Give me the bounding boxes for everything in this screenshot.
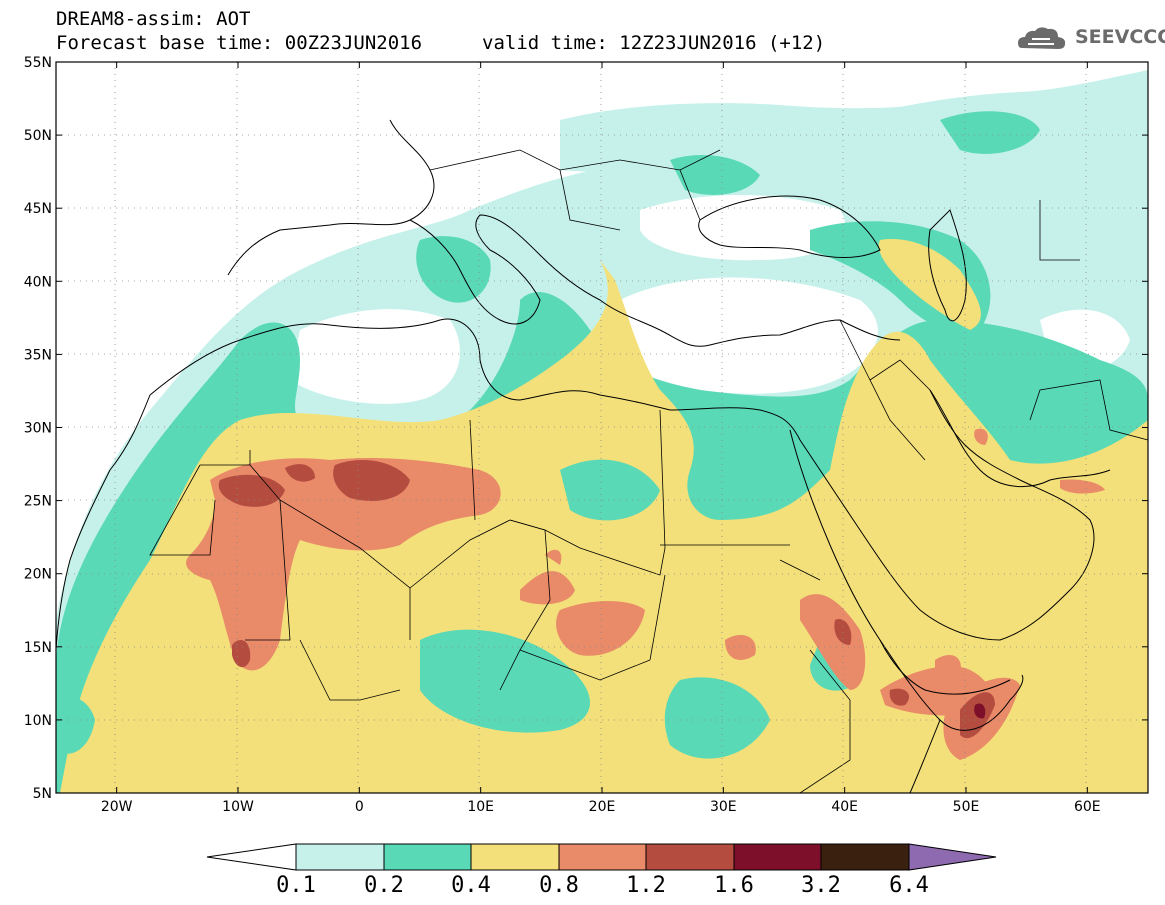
colorbar-label: 0.8	[539, 873, 579, 898]
lon-tick-label: 40E	[831, 799, 858, 815]
colorbar-bin	[558, 843, 647, 871]
aot-field	[56, 62, 1148, 793]
colorbar-bin	[295, 843, 385, 871]
lon-tick-label: 20E	[589, 799, 616, 815]
country-borders	[149, 149, 1148, 793]
lon-tick-label: 30E	[710, 799, 737, 815]
lat-tick-label: 15N	[24, 640, 52, 656]
colorbar-high-arrow	[908, 843, 997, 871]
lat-tick-label: 55N	[24, 55, 52, 71]
lat-tick-label: 35N	[24, 347, 52, 363]
lon-tick-label: 60E	[1074, 799, 1101, 815]
colorbar-label: 0.2	[364, 873, 404, 898]
colorbar-bin	[383, 843, 472, 871]
aot-contour-1.2	[218, 474, 285, 507]
colorbar-bin	[733, 843, 822, 871]
colorbar-label: 3.2	[801, 873, 841, 898]
map-title: DREAM8-assim: AOT	[56, 8, 251, 30]
colorbar-bin	[820, 843, 910, 871]
colorbar-low-arrow	[206, 843, 297, 871]
valid-time: valid time: 12Z23JUN2016 (+12)	[482, 32, 826, 54]
lon-tick-label: 10E	[467, 799, 494, 815]
lat-tick-label: 10N	[24, 713, 52, 729]
aot-contour-0.4	[60, 260, 1148, 793]
lon-tick-label: 20W	[101, 799, 133, 815]
colorbar: 0.1 0.2 0.4 0.8 1.2 1.6 3.2 6.4	[206, 843, 997, 898]
colorbar-label: 0.1	[276, 873, 316, 898]
colorbar-label: 1.6	[714, 873, 754, 898]
lon-tick-label: 10W	[222, 799, 254, 815]
aot-contour-1.6	[974, 703, 986, 719]
lat-tick-label: 30N	[24, 421, 52, 437]
lon-tick-label: 50E	[953, 799, 980, 815]
aot-contour-0.8	[186, 458, 501, 671]
colorbar-label: 6.4	[889, 873, 929, 898]
longitude-axis: 20W 10W 0 10E 20E 30E 40E 50E 60E	[101, 62, 1101, 815]
lat-tick-label: 5N	[33, 786, 52, 802]
logo-text: SEEVCCC	[1075, 26, 1165, 48]
lat-tick-label: 50N	[24, 128, 52, 144]
lat-tick-label: 45N	[24, 201, 52, 217]
coastlines	[56, 119, 1111, 793]
forecast-base-time: Forecast base time: 00Z23JUN2016	[56, 32, 423, 54]
gridlines	[56, 62, 1148, 793]
lat-tick-label: 25N	[24, 494, 52, 510]
lat-tick-label: 40N	[24, 274, 52, 290]
colorbar-label: 0.4	[451, 873, 491, 898]
colorbar-bin	[645, 843, 735, 871]
colorbar-bin	[470, 843, 560, 871]
lon-tick-label: 0	[355, 799, 364, 815]
colorbar-label: 1.2	[626, 873, 666, 898]
lat-tick-label: 20N	[24, 567, 52, 583]
latitude-axis: 55N 50N 45N 40N 35N 30N 25N 20N 15N 10N 5N	[24, 55, 1148, 802]
cloud-logo-icon	[1018, 27, 1066, 49]
